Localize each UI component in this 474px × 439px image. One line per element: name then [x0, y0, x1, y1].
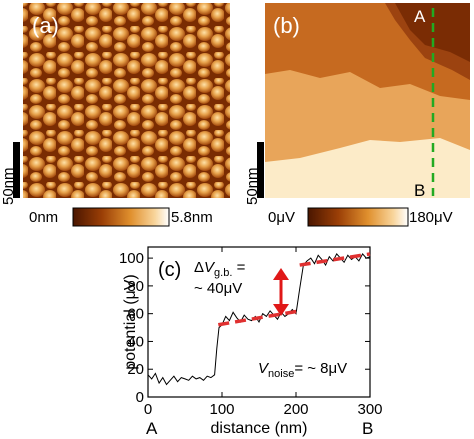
line-end-label: B	[414, 181, 425, 200]
y-axis: 0 20 40 60 80 100	[119, 250, 370, 406]
dv-arrow	[273, 268, 289, 316]
y-tick-label: 40	[127, 333, 144, 350]
noise-v: V	[258, 360, 270, 377]
colorbar-a-max: 5.8nm	[171, 209, 213, 226]
x-tick-label: 0	[144, 401, 152, 418]
colorbar-b-max: 180μV	[409, 209, 453, 226]
colorbar-a-min: 0nm	[29, 209, 58, 226]
noise-value: = ~ 8μV	[294, 360, 347, 377]
y-tick-label: 60	[127, 306, 144, 323]
y-tick-label: 100	[119, 250, 144, 267]
panel-c-label: (c)	[158, 259, 181, 281]
topography-image	[23, 3, 230, 198]
x-tick-label: 100	[209, 401, 234, 418]
fit-lines	[218, 252, 371, 327]
line-start-label: A	[414, 7, 426, 26]
y-axis-label: potential (μV)	[122, 274, 139, 369]
point-a-label: A	[146, 419, 158, 438]
scale-bar-a	[13, 142, 20, 198]
dv-subscript: g.b.	[214, 267, 232, 279]
noise-annotation: Vnoise= ~ 8μV	[258, 360, 347, 380]
colorbar-b-min: 0μV	[268, 209, 295, 226]
dv-delta: Δ	[194, 259, 204, 276]
dv-value: ~ 40μV	[194, 280, 242, 297]
scale-bar-b	[257, 142, 264, 198]
point-b-label: B	[362, 419, 373, 438]
panel-a-label: (a)	[32, 13, 59, 38]
dv-v: V	[204, 259, 216, 276]
y-tick-label: 80	[127, 278, 144, 295]
dv-equals: =	[232, 259, 245, 276]
x-axis: 0 100 200 300	[144, 247, 383, 418]
potential-map	[265, 3, 470, 198]
colorbar-a	[72, 207, 170, 227]
colorbar-b	[307, 207, 409, 227]
scale-bar-b-label: 50nm	[244, 167, 261, 205]
plot-frame	[147, 246, 371, 398]
y-tick-label: 20	[127, 361, 144, 378]
fit-line	[299, 252, 371, 267]
x-tick-label: 300	[357, 401, 382, 418]
dv-annotation: ΔVg.b. =	[194, 259, 246, 279]
panel-a: (a) 50nm 0nm 5.8nm	[0, 3, 230, 227]
scale-bar-a-label: 50nm	[0, 167, 17, 205]
noise-subscript: noise	[268, 368, 294, 380]
fit-line	[218, 309, 300, 327]
y-tick-label: 0	[136, 389, 144, 406]
panel-b: A B (b) 50nm 0μV 180μV	[244, 3, 470, 227]
x-axis-label: distance (nm)	[211, 420, 308, 437]
x-tick-label: 200	[283, 401, 308, 418]
panel-b-label: (b)	[273, 13, 300, 38]
